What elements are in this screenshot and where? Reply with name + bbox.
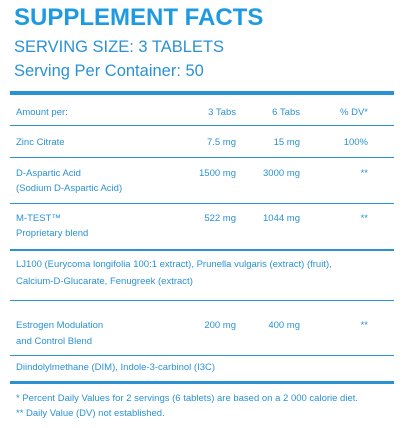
amount: 522 mg xyxy=(204,213,236,224)
blend-contents: Calcium-D-Glucarate, Fenugreek (extract) xyxy=(16,276,193,287)
footnote: * Percent Daily Values for 2 servings (6… xyxy=(16,393,358,404)
daily-value: ** xyxy=(361,168,369,179)
thick-rule xyxy=(10,381,394,384)
amount: 3000 mg xyxy=(263,168,300,179)
rule xyxy=(10,157,394,158)
title: SUPPLEMENT FACTS xyxy=(14,4,263,31)
ingredient: Estrogen Modulation xyxy=(16,320,103,331)
daily-value: ** xyxy=(361,320,369,331)
amount: 15 mg xyxy=(274,137,300,148)
rule xyxy=(10,249,394,251)
column-header: 6 Tabs xyxy=(272,107,300,118)
rule xyxy=(10,355,394,356)
rule xyxy=(10,125,394,126)
rule xyxy=(10,300,394,301)
amount: 400 mg xyxy=(268,320,300,331)
ingredient: and Control Blend xyxy=(16,336,92,347)
blend-contents: LJ100 (Eurycoma longifolia 100:1 extract… xyxy=(16,259,332,270)
amount: 7.5 mg xyxy=(207,137,236,148)
column-header: 3 Tabs xyxy=(208,107,236,118)
serving-size: SERVING SIZE: 3 TABLETS xyxy=(14,38,224,56)
daily-value: ** xyxy=(361,213,369,224)
amount: 1044 mg xyxy=(263,213,300,224)
ingredient: M-TEST™ xyxy=(16,213,61,224)
amount: 200 mg xyxy=(204,320,236,331)
ingredient: (Sodium D-Aspartic Acid) xyxy=(16,183,122,194)
ingredient: Proprietary blend xyxy=(16,228,88,239)
daily-value: 100% xyxy=(344,137,369,148)
ingredient: D-Aspartic Acid xyxy=(16,168,81,179)
column-header: Amount per: xyxy=(16,107,68,118)
ingredient: Zinc Citrate xyxy=(16,137,65,148)
rule xyxy=(10,203,394,204)
thick-rule xyxy=(10,91,394,95)
footnote: ** Daily Value (DV) not established. xyxy=(16,408,165,419)
column-header: % DV* xyxy=(340,107,368,118)
blend-contents: Diindolylmethane (DIM), Indole-3-carbino… xyxy=(16,362,215,373)
servings-per-container: Serving Per Container: 50 xyxy=(14,62,204,80)
amount: 1500 mg xyxy=(199,168,236,179)
